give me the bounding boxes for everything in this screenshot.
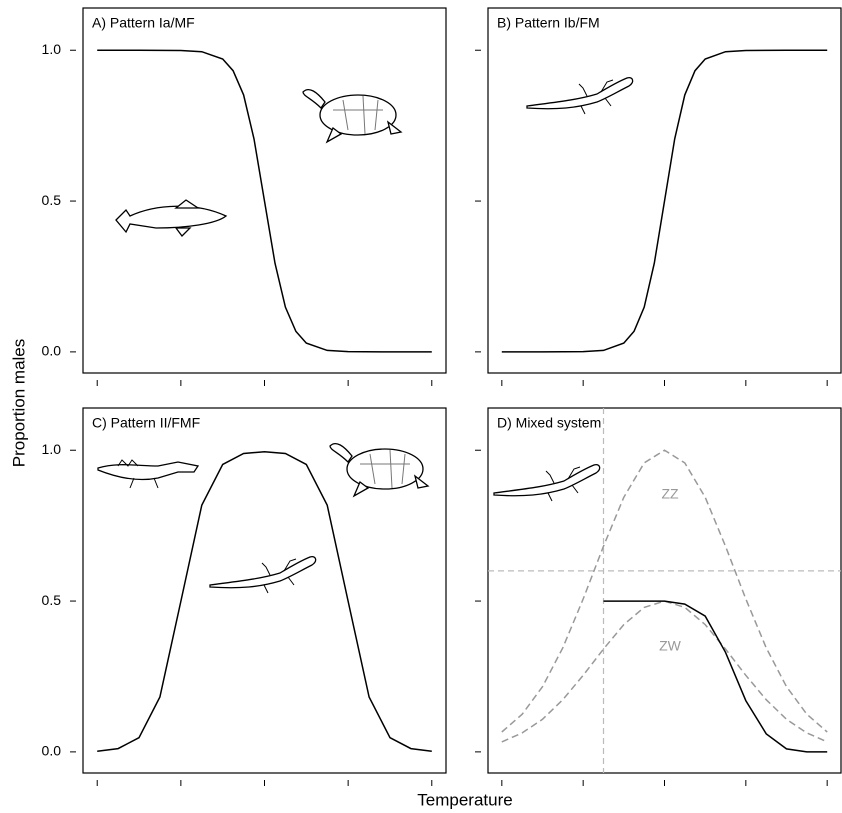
- data-line: [97, 49, 432, 353]
- data-line: [603, 600, 828, 753]
- panel-title: D) Mixed system: [497, 415, 601, 431]
- series-label: ZZ: [661, 486, 679, 502]
- lizard-icon: [493, 463, 601, 502]
- turtle-icon: [329, 442, 429, 497]
- plot-frame: [82, 7, 447, 374]
- turtle-icon: [302, 88, 402, 143]
- lizard-icon: [209, 555, 317, 594]
- y-tick-label: 1.0: [42, 441, 62, 457]
- y-tick-label: 0.0: [42, 743, 62, 759]
- data-line: [501, 449, 828, 733]
- y-tick-label: 1.0: [42, 41, 62, 57]
- x-axis-label: Temperature: [417, 790, 512, 809]
- panel-title: B) Pattern Ib/FM: [497, 15, 600, 31]
- lizard-icon: [526, 76, 634, 115]
- y-tick-label: 0.5: [42, 592, 62, 608]
- plot-frame: [487, 7, 842, 374]
- panel-title: C) Pattern II/FMF: [92, 415, 200, 431]
- y-tick-label: 0.5: [42, 192, 62, 208]
- y-tick-label: 0.0: [42, 343, 62, 359]
- y-axis-label: Proportion males: [9, 339, 28, 468]
- crocodile-icon: [97, 459, 199, 489]
- data-line: [97, 450, 432, 753]
- panel-title: A) Pattern Ia/MF: [92, 15, 195, 31]
- series-label: ZW: [659, 638, 682, 654]
- plot-frame: [82, 407, 447, 774]
- fish-icon: [115, 199, 227, 237]
- data-line: [501, 49, 828, 353]
- plot-frame: [487, 407, 842, 774]
